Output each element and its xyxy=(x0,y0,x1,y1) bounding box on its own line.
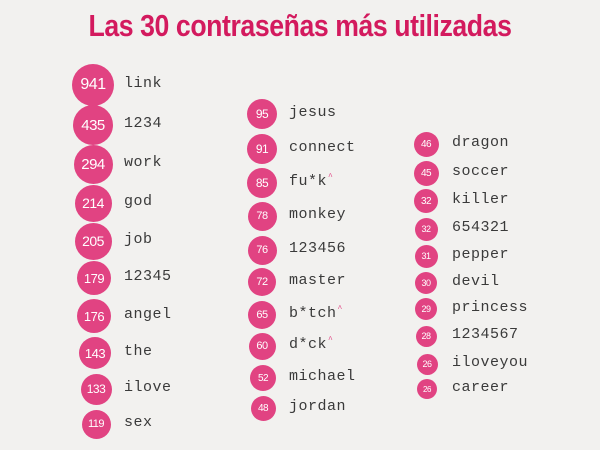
count-badge: 119 xyxy=(81,409,111,439)
password-label: killer xyxy=(452,191,510,208)
count-badge: 65 xyxy=(248,301,276,329)
password-label: b*tch^ xyxy=(289,305,343,322)
count-badge: 26 xyxy=(417,379,437,399)
password-label: career xyxy=(452,379,510,396)
count-badge: 29 xyxy=(415,298,437,320)
password-label: master xyxy=(289,272,347,289)
count-badge: 32 xyxy=(414,189,438,213)
password-label: 654321 xyxy=(452,219,510,236)
count-badge: 179 xyxy=(77,261,111,295)
password-label: michael xyxy=(289,368,356,385)
count-badge: 133 xyxy=(80,373,112,405)
count-badge: 48 xyxy=(250,395,276,421)
password-label: sex xyxy=(124,414,153,431)
count-badge: 214 xyxy=(74,184,112,222)
count-badge: 941 xyxy=(72,64,114,106)
password-label: jesus xyxy=(289,104,337,121)
count-badge: 30 xyxy=(415,272,437,294)
count-badge: 60 xyxy=(248,332,276,360)
count-badge: 45 xyxy=(413,160,439,186)
count-badge: 31 xyxy=(414,244,438,268)
count-badge: 32 xyxy=(414,217,438,241)
count-badge: 95 xyxy=(247,99,277,129)
count-badge: 91 xyxy=(247,134,277,164)
password-label: pepper xyxy=(452,246,510,263)
password-label: monkey xyxy=(289,206,347,223)
password-label: iloveyou xyxy=(452,354,529,371)
censor-mark: ^ xyxy=(328,173,334,182)
count-badge: 28 xyxy=(415,325,437,347)
password-label: god xyxy=(124,193,153,210)
password-label: angel xyxy=(124,306,172,323)
password-label: 1234 xyxy=(124,115,163,132)
count-badge: 26 xyxy=(416,353,438,375)
password-label: jordan xyxy=(289,398,347,415)
count-badge: 205 xyxy=(74,222,112,260)
count-badge: 143 xyxy=(79,337,111,369)
count-badge: 76 xyxy=(247,235,277,265)
count-badge: 52 xyxy=(250,365,276,391)
password-label: devil xyxy=(452,273,500,290)
page-title: Las 30 contraseñas más utilizadas xyxy=(88,8,512,43)
password-label: d*ck^ xyxy=(289,336,334,353)
password-label: 1234567 xyxy=(452,326,519,343)
password-label: job xyxy=(124,231,153,248)
password-label: the xyxy=(124,343,153,360)
count-badge: 176 xyxy=(77,299,111,333)
count-badge: 72 xyxy=(248,268,276,296)
count-badge: 46 xyxy=(413,131,439,157)
password-label: connect xyxy=(289,139,356,156)
count-badge: 78 xyxy=(247,201,277,231)
password-label: 12345 xyxy=(124,268,172,285)
password-label: work xyxy=(124,154,163,171)
password-label: fu*k^ xyxy=(289,173,334,190)
censor-mark: ^ xyxy=(337,305,343,314)
count-badge: 85 xyxy=(247,168,277,198)
password-label: 123456 xyxy=(289,240,347,257)
count-badge: 294 xyxy=(73,144,113,184)
password-label: ilove xyxy=(124,379,172,396)
password-label: princess xyxy=(452,299,529,316)
password-label: dragon xyxy=(452,134,510,151)
count-badge: 435 xyxy=(73,105,113,145)
password-label: soccer xyxy=(452,163,510,180)
censor-mark: ^ xyxy=(328,336,334,345)
password-label: link xyxy=(124,75,163,92)
